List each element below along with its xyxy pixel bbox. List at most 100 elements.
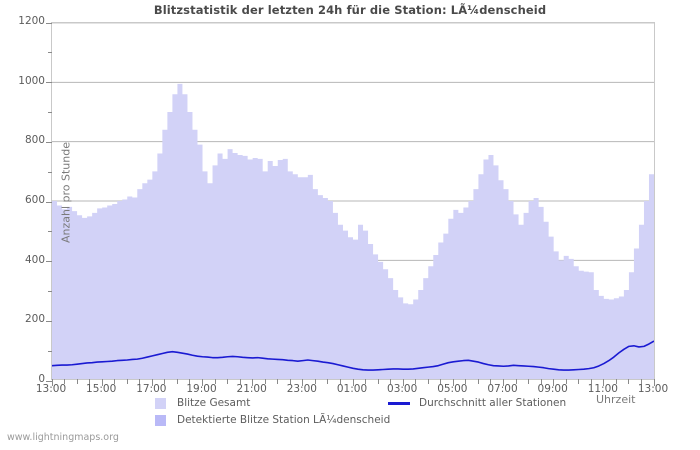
x-tick-label: 11:00 <box>587 383 618 395</box>
x-tick-minor <box>427 379 429 384</box>
y-tick-major <box>46 261 52 263</box>
x-tick-major <box>252 379 254 386</box>
x-tick-label: 09:00 <box>537 383 568 395</box>
y-tick-label: 0 <box>38 373 45 385</box>
x-tick-major <box>452 379 454 386</box>
area-swatch-light-icon <box>155 398 166 409</box>
legend-label-durchschnitt: Durchschnitt aller Stationen <box>419 397 567 409</box>
x-tick-major <box>553 379 555 386</box>
x-tick-minor <box>465 379 467 384</box>
x-tick-major <box>51 379 53 386</box>
y-tick-major <box>46 22 52 24</box>
x-tick-minor <box>289 379 291 384</box>
plot-area: Anzahl pro Stunde <box>46 22 655 386</box>
y-tick-major <box>46 141 52 143</box>
x-tick-major <box>603 379 605 386</box>
x-tick-label: 03:00 <box>387 383 418 395</box>
x-tick-label: 19:00 <box>186 383 217 395</box>
watermark-url: www.lightningmaps.org <box>7 432 119 443</box>
line-series-durchschnitt <box>52 340 654 371</box>
legend-label-blitze-gesamt: Blitze Gesamt <box>177 397 251 409</box>
x-tick-minor <box>365 379 367 384</box>
x-tick-major <box>653 379 655 386</box>
x-tick-minor <box>189 379 191 384</box>
x-tick-minor <box>176 379 178 384</box>
x-tick-label: 23:00 <box>286 383 317 395</box>
x-tick-minor <box>528 379 530 384</box>
x-tick-minor <box>239 379 241 384</box>
x-tick-minor <box>76 379 78 384</box>
y-tick-label: 400 <box>24 253 45 266</box>
x-tick-major <box>402 379 404 386</box>
y-tick-minor <box>48 112 52 113</box>
x-tick-minor <box>578 379 580 384</box>
x-tick-minor <box>327 379 329 384</box>
x-tick-minor <box>628 379 630 384</box>
x-tick-minor <box>214 379 216 384</box>
y-tick-minor <box>48 350 52 352</box>
x-tick-major <box>503 379 504 386</box>
y-tick-minor <box>48 171 52 173</box>
x-tick-major <box>151 379 153 386</box>
legend: Blitze Gesamt Detektierte Blitze Station… <box>0 392 700 432</box>
x-tick-minor <box>515 379 517 384</box>
line-swatch-blue-icon <box>388 402 410 405</box>
x-tick-minor <box>89 379 91 384</box>
y-tick-label: 1200 <box>18 15 45 27</box>
area-swatch-dark-icon <box>155 415 166 426</box>
y-tick-major <box>46 320 52 322</box>
x-tick-major <box>101 379 103 386</box>
x-tick-major <box>302 379 304 386</box>
x-tick-major <box>202 379 203 386</box>
y-tick-label: 1000 <box>18 74 45 87</box>
x-tick-minor <box>277 379 279 384</box>
x-tick-label: 17:00 <box>136 383 167 395</box>
area-path <box>52 83 654 379</box>
y-tick-minor <box>48 52 52 54</box>
x-tick-label: 13:00 <box>35 383 67 395</box>
y-tick-label: 800 <box>24 134 45 147</box>
average-line-path <box>52 340 654 371</box>
x-tick-label: 13:00 <box>637 383 669 395</box>
x-tick-minor <box>164 379 166 384</box>
x-tick-minor <box>477 379 479 384</box>
x-tick-minor <box>139 379 141 384</box>
x-tick-minor <box>440 379 442 384</box>
legend-label-detektierte-blitze: Detektierte Blitze Station LÃ¼denscheid <box>177 414 391 426</box>
x-tick-minor <box>264 379 266 384</box>
y-tick-major <box>46 380 52 382</box>
y-tick-label: 600 <box>24 194 45 206</box>
x-tick-minor <box>126 379 128 384</box>
x-tick-minor <box>540 379 542 384</box>
plot-canvas <box>52 23 654 379</box>
page-title: Blitzstatistik der letzten 24h für die S… <box>153 3 547 17</box>
x-tick-minor <box>590 379 592 384</box>
x-tick-minor <box>490 379 492 384</box>
x-axis-title: Uhrzeit <box>596 393 636 406</box>
x-tick-minor <box>64 379 66 384</box>
x-tick-label: 05:00 <box>437 383 468 395</box>
x-tick-minor <box>377 379 379 384</box>
x-tick-minor <box>314 379 316 384</box>
y-tick-minor <box>48 291 52 292</box>
x-tick-major <box>352 379 354 386</box>
x-tick-minor <box>227 379 229 384</box>
y-tick-major <box>46 82 52 84</box>
x-tick-minor <box>390 379 392 384</box>
x-tick-label: 01:00 <box>336 383 368 395</box>
y-tick-minor <box>48 231 52 233</box>
x-tick-minor <box>640 379 642 384</box>
x-tick-minor <box>114 379 116 384</box>
x-tick-label: 21:00 <box>236 383 267 395</box>
x-tick-minor <box>615 379 617 384</box>
x-tick-minor <box>339 379 341 384</box>
x-tick-minor <box>565 379 567 384</box>
y-axis-title: Anzahl pro Stunde <box>59 142 73 244</box>
y-tick-major <box>46 201 52 203</box>
y-tick-label: 200 <box>24 313 45 326</box>
x-tick-minor <box>415 379 417 384</box>
x-tick-label: 07:00 <box>487 383 518 395</box>
area-series-blitze-gesamt <box>52 83 654 379</box>
x-tick-label: 15:00 <box>86 383 117 395</box>
